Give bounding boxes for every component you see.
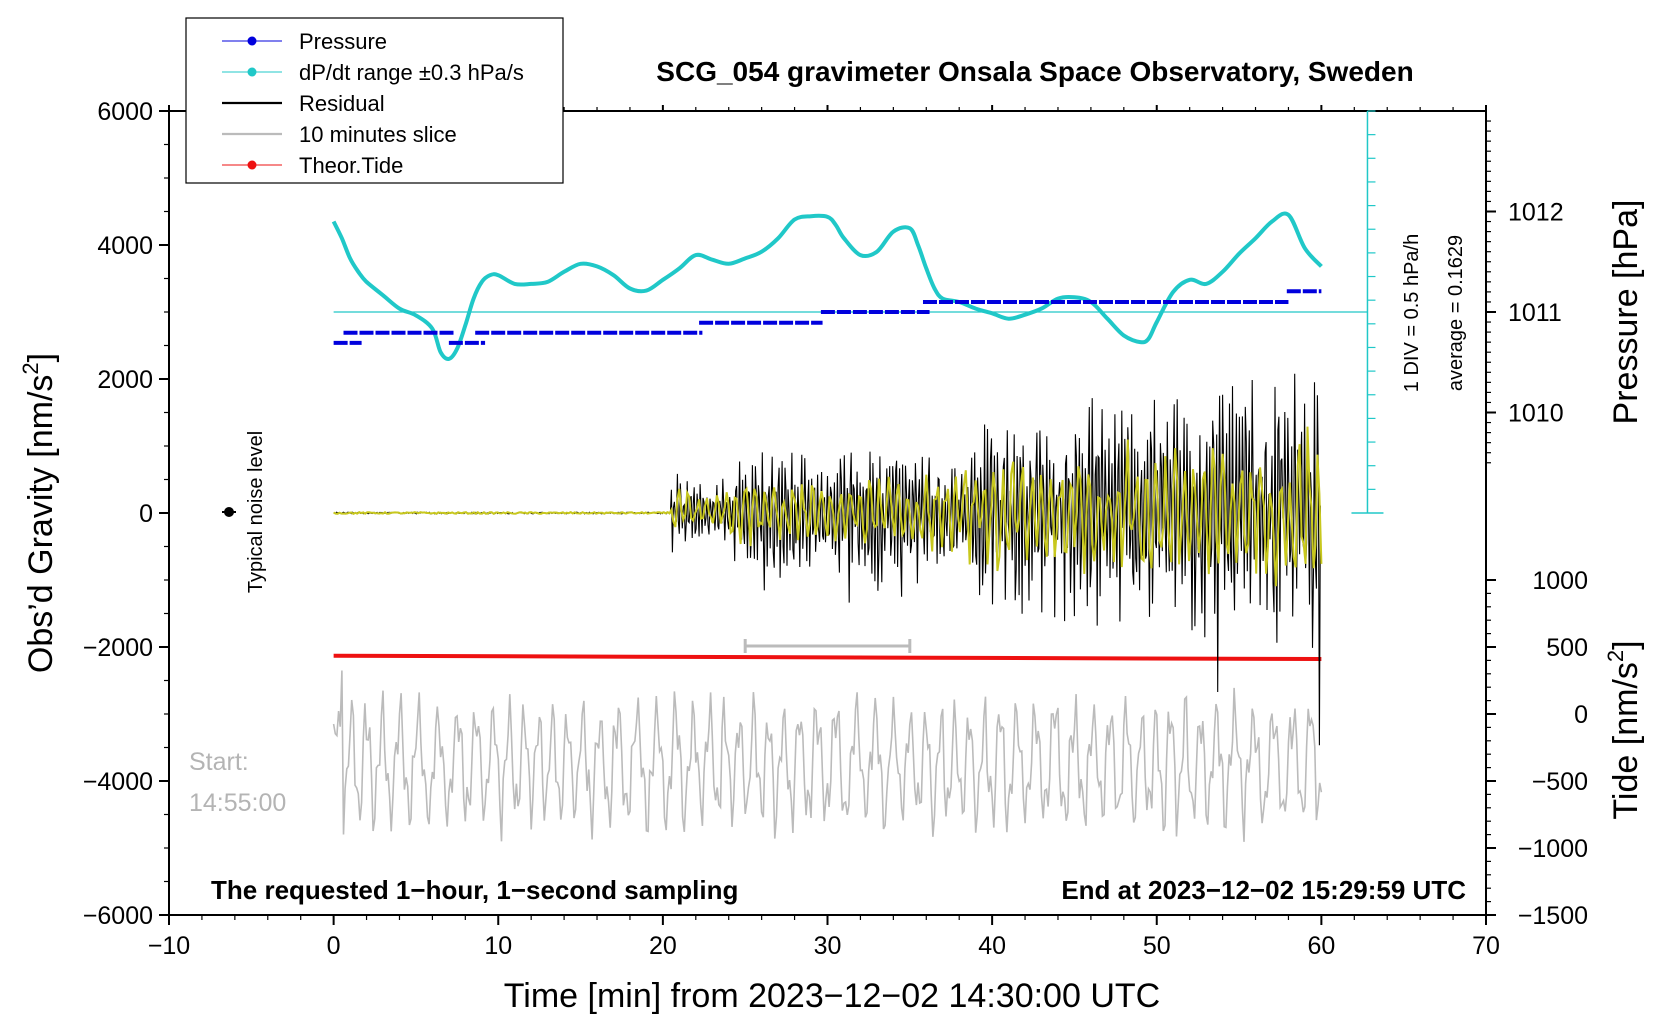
scale-bar-label-average: average = 0.1629	[1445, 235, 1467, 391]
series-layer	[331, 211, 1368, 842]
legend-entries: Pressure dP/dt range ±0.3 hPa/s Residual 10…	[222, 29, 524, 178]
dpdt-scale-bar	[1351, 110, 1384, 514]
x-tick-label: −10	[148, 932, 190, 960]
slice-series-line	[332, 670, 1323, 842]
y-tick-label: 6000	[97, 98, 153, 126]
theor-tide-line	[333, 653, 1322, 662]
start-label: Start:	[189, 748, 249, 776]
legend-marker	[247, 36, 257, 46]
scale-bar-label-div: 1 DIV = 0.5 hPa/h	[1401, 234, 1423, 392]
x-axis-label: Time [min] from 2023−12−02 14:30:00 UTC	[504, 977, 1160, 1015]
legend-marker	[247, 67, 257, 77]
x-tick-label: 40	[978, 932, 1006, 960]
footer-left-note: The requested 1−hour, 1−second sampling	[211, 875, 738, 905]
tide-tick-label: 500	[1546, 634, 1588, 662]
legend-marker	[247, 160, 257, 170]
y-tick-label: −4000	[83, 768, 153, 796]
tide-tick-label: 0	[1574, 701, 1588, 729]
y-axis-label: Obs’d Gravity [nm/s2]	[18, 353, 60, 673]
x-tick-label: 10	[484, 932, 512, 960]
legend-label: Residual	[299, 91, 385, 116]
pressure-axis-label: Pressure [hPa]	[1607, 200, 1645, 425]
y-tick-label: 0	[139, 500, 153, 528]
legend-label: dP/dt range ±0.3 hPa/s	[299, 60, 524, 85]
axis-ticks: −10 0 10 20 30 40 50 60 70 −6000 −4000 −2000 0 2000 40…	[83, 98, 1588, 960]
legend-label: Pressure	[299, 29, 387, 54]
legend-label: Theor.Tide	[299, 153, 403, 178]
footer-right-note: End at 2023−12−02 15:29:59 UTC	[1061, 875, 1466, 905]
start-time: 14:55:00	[189, 789, 286, 817]
tide-tick-label: 1000	[1532, 567, 1588, 595]
x-tick-label: 70	[1472, 932, 1500, 960]
y-tick-label: 4000	[97, 232, 153, 260]
x-tick-label: 60	[1307, 932, 1335, 960]
tide-tick-label: −1500	[1518, 902, 1588, 930]
chart-title: SCG_054 gravimeter Onsala Space Observat…	[656, 56, 1413, 87]
pressure-tick-label: 1012	[1508, 199, 1564, 227]
y-tick-label: −2000	[83, 634, 153, 662]
pressure-tick-label: 1010	[1508, 400, 1564, 428]
tide-axis-label: Tide [nm/s2]	[1603, 640, 1645, 819]
legend-label: 10 minutes slice	[299, 122, 457, 147]
y-tick-label: 2000	[97, 366, 153, 394]
pressure-tick-label: 1011	[1508, 299, 1562, 327]
noise-level-label: Typical noise level	[245, 431, 267, 593]
x-tick-label: 20	[649, 932, 677, 960]
residual-filtered-series-line	[333, 426, 1323, 587]
legend-box	[185, 17, 564, 184]
tide-tick-label: −1000	[1518, 835, 1588, 863]
tide-tick-label: −500	[1532, 768, 1588, 796]
residual-series-line	[333, 373, 1321, 746]
legend: Pressure dP/dt range ±0.3 hPa/s Residual 10…	[185, 17, 564, 184]
x-tick-label: 30	[814, 932, 842, 960]
x-tick-label: 0	[327, 932, 341, 960]
x-tick-label: 50	[1143, 932, 1171, 960]
dpdt-series-line	[331, 211, 1323, 361]
y-tick-label: −6000	[83, 902, 153, 930]
